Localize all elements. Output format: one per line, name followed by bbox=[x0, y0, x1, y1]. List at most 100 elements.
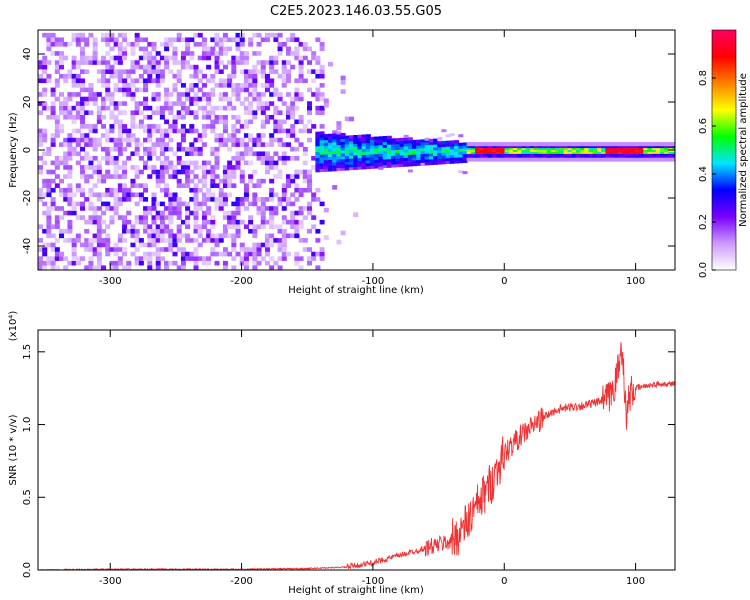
spectrogram-cell bbox=[214, 60, 220, 65]
spectrogram-cell bbox=[101, 178, 107, 184]
spectrogram-cell bbox=[164, 142, 170, 147]
spectrogram-cell bbox=[122, 128, 128, 134]
spectrogram-cell bbox=[521, 157, 527, 160]
spectrogram-cell bbox=[428, 161, 434, 166]
spectrogram-cell bbox=[143, 114, 149, 120]
spectrogram-cell bbox=[231, 238, 237, 243]
spectrogram-cell bbox=[323, 165, 329, 169]
spectrogram-cell bbox=[264, 238, 270, 243]
spectrogram-cell bbox=[113, 37, 119, 43]
spectrogram-cell bbox=[395, 149, 401, 153]
spectrogram-cell bbox=[109, 260, 115, 266]
spectrogram-cell bbox=[319, 160, 325, 164]
spectrogram-cell bbox=[227, 160, 233, 166]
spectrogram-cell bbox=[214, 251, 220, 257]
y-tick-label: -40 bbox=[22, 238, 33, 254]
spectrogram-cell bbox=[67, 187, 73, 193]
spectrogram-cell bbox=[210, 110, 216, 115]
spectrogram-cell bbox=[239, 156, 245, 161]
spectrogram-cell bbox=[143, 105, 149, 111]
spectrogram-cell bbox=[46, 114, 52, 120]
spectrogram-cell bbox=[210, 165, 216, 170]
spectrogram-cell bbox=[155, 105, 161, 111]
spectrogram-cell bbox=[617, 147, 623, 151]
spectrogram-cell bbox=[71, 73, 77, 79]
spectrogram-cell bbox=[278, 270, 283, 275]
spectrogram-cell bbox=[92, 210, 98, 216]
spectrogram-cell bbox=[214, 51, 220, 56]
spectrogram-cell bbox=[374, 148, 380, 152]
spectrogram-cell bbox=[193, 83, 199, 88]
spectrogram-cell bbox=[130, 133, 136, 138]
spectrogram-cell bbox=[466, 159, 472, 162]
spectrogram-cell bbox=[84, 228, 90, 234]
spectrogram-cell bbox=[285, 174, 291, 179]
spectrogram-cell bbox=[227, 146, 233, 152]
spectrogram-cell bbox=[327, 159, 333, 163]
spectrogram-cell bbox=[563, 159, 569, 162]
spectrogram-cell bbox=[290, 114, 296, 120]
spectrogram-cell bbox=[264, 73, 270, 79]
spectrogram-cell bbox=[302, 46, 308, 52]
spectrogram-cell bbox=[496, 159, 502, 162]
spectrogram-cell bbox=[315, 37, 321, 43]
spectrogram-cell bbox=[538, 159, 544, 162]
spectrogram-cell bbox=[256, 197, 262, 202]
spectrogram-cell bbox=[185, 206, 191, 211]
spectrogram-cell bbox=[164, 60, 170, 65]
spectrogram-cell bbox=[445, 155, 451, 159]
spectrogram-cell bbox=[88, 215, 94, 220]
spectrogram-cell bbox=[193, 187, 199, 193]
spectrogram-cell bbox=[243, 78, 249, 84]
spectrogram-cell bbox=[428, 159, 434, 163]
spectrogram-cell bbox=[96, 192, 102, 198]
spectrogram-cell bbox=[63, 187, 69, 193]
spectrogram-cell bbox=[67, 219, 73, 225]
spectrogram-cell bbox=[189, 142, 195, 147]
spectrogram-cell bbox=[172, 251, 178, 257]
spectrogram-cell bbox=[185, 174, 191, 179]
spectrogram-cell bbox=[315, 166, 321, 170]
spectrogram-cell bbox=[281, 128, 287, 134]
spectrogram-cell bbox=[361, 160, 367, 164]
spectrogram-cell bbox=[512, 159, 518, 162]
spectrogram-cell bbox=[273, 92, 279, 97]
spectrogram-cell bbox=[622, 153, 628, 156]
spectrogram-cell bbox=[206, 206, 212, 211]
spectrogram-cell bbox=[222, 260, 228, 266]
spectrogram-cell bbox=[319, 69, 325, 74]
spectrogram-cell bbox=[273, 128, 279, 134]
spectrogram-cell bbox=[340, 150, 346, 154]
spectrogram-cell bbox=[365, 160, 371, 164]
spectrogram-cell bbox=[538, 151, 544, 154]
spectrogram-cell bbox=[302, 160, 308, 166]
spectrogram-cell bbox=[215, 270, 220, 275]
spectrogram-cell bbox=[441, 149, 447, 153]
spectrogram-cell bbox=[105, 69, 111, 74]
spectrogram-cell bbox=[294, 219, 300, 225]
spectrogram-cell bbox=[50, 197, 56, 202]
snr-y-multiplier: (x10⁴) bbox=[8, 311, 19, 342]
spectrogram-cell bbox=[306, 187, 312, 193]
spectrogram-cell bbox=[298, 187, 304, 193]
spectrogram-cell bbox=[269, 165, 275, 170]
spectrogram-cell bbox=[222, 224, 228, 229]
spectrogram-cell bbox=[269, 114, 275, 120]
spectrogram-cell bbox=[122, 224, 128, 229]
spectrogram-cell bbox=[126, 87, 132, 93]
spectrogram-cell bbox=[143, 187, 149, 193]
spectrogram-cell bbox=[227, 37, 233, 43]
spectrogram-cell bbox=[122, 78, 128, 84]
spectrogram-cell bbox=[59, 73, 65, 79]
spectrogram-cell bbox=[159, 256, 165, 261]
spectrogram-cell bbox=[117, 101, 123, 106]
spectrogram-cell bbox=[101, 219, 107, 225]
spectrogram-cell bbox=[256, 251, 262, 257]
spectrogram-cell bbox=[50, 42, 56, 47]
spectrogram-cell bbox=[239, 256, 245, 261]
spectrogram-cell bbox=[290, 178, 296, 184]
spectrogram-cell bbox=[344, 167, 350, 171]
spectrogram-cell bbox=[327, 156, 333, 160]
spectrogram-cell bbox=[592, 159, 598, 162]
spectrogram-cell bbox=[252, 265, 258, 270]
